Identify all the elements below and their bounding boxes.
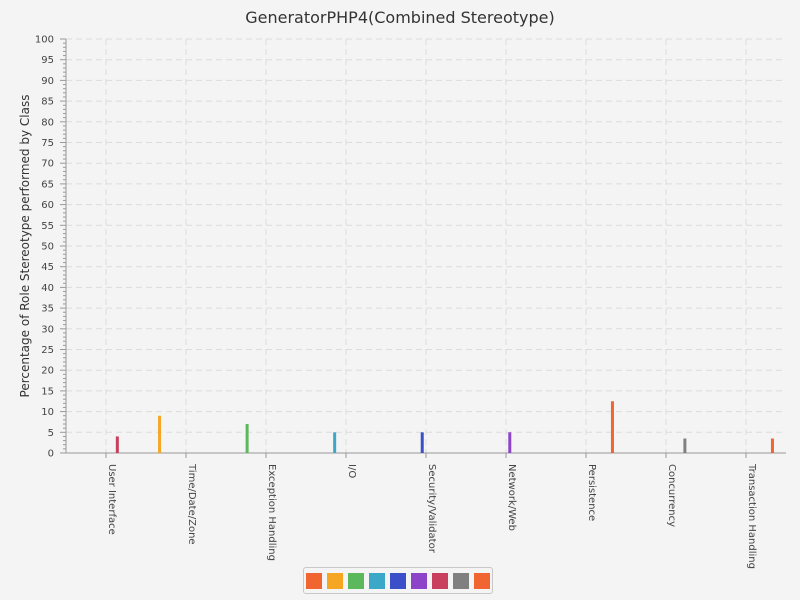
legend-swatch: [390, 572, 406, 589]
y-tick-label: 50: [41, 242, 54, 253]
x-tick-label: Transaction Handling: [746, 463, 757, 569]
y-tick-label: 30: [41, 324, 54, 335]
legend-swatch: [411, 572, 427, 589]
legend-swatch: [453, 572, 469, 589]
y-tick-label: 35: [41, 304, 54, 315]
y-tick-label: 65: [41, 179, 54, 190]
bar: [610, 401, 614, 453]
x-tick-label: I/O: [346, 464, 357, 478]
x-tick-label: Security/Validator: [426, 464, 437, 554]
y-tick-label: 75: [41, 138, 54, 149]
y-tick-label: 0: [48, 449, 54, 460]
y-tick-label: 70: [41, 159, 54, 170]
y-tick-label: 85: [41, 97, 54, 108]
x-tick-label: Persistence: [586, 464, 597, 521]
legend-swatch: [369, 572, 385, 589]
legend-swatch: [327, 572, 343, 589]
x-tick-label: Time/Date/Zone: [186, 463, 197, 545]
y-tick-label: 95: [41, 55, 54, 66]
bar: [245, 424, 249, 453]
bar: [683, 438, 687, 453]
y-tick-label: 55: [41, 221, 54, 232]
bar: [420, 432, 424, 453]
x-tick-label: User Interface: [106, 464, 117, 535]
y-tick-label: 5: [48, 428, 54, 439]
y-tick-label: 40: [41, 283, 54, 294]
y-tick-label: 45: [41, 262, 54, 273]
bar: [770, 438, 774, 453]
y-tick-label: 25: [41, 345, 54, 356]
bar: [115, 436, 119, 453]
chart-title: GeneratorPHP4(Combined Stereotype): [245, 8, 555, 27]
y-tick-label: 90: [41, 76, 54, 87]
bar: [508, 432, 512, 453]
y-tick-label: 100: [35, 35, 54, 46]
bar: [158, 415, 162, 453]
y-tick-label: 10: [41, 407, 54, 418]
y-tick-label: 60: [41, 200, 54, 211]
x-tick-label: Exception Handling: [266, 464, 277, 561]
y-tick-label: 20: [41, 366, 54, 377]
legend-swatch: [474, 572, 490, 589]
y-tick-label: 15: [41, 386, 54, 397]
legend: [303, 567, 493, 594]
x-tick-label: Network/Web: [506, 464, 517, 531]
legend-swatch: [432, 572, 448, 589]
x-tick-label: Concurrency: [666, 464, 677, 527]
y-tick-label: 80: [41, 117, 54, 128]
legend-swatch: [348, 572, 364, 589]
legend-swatch: [306, 572, 322, 589]
bar: [333, 432, 337, 453]
y-axis-label: Percentage of Role Stereotype performed …: [18, 95, 32, 398]
